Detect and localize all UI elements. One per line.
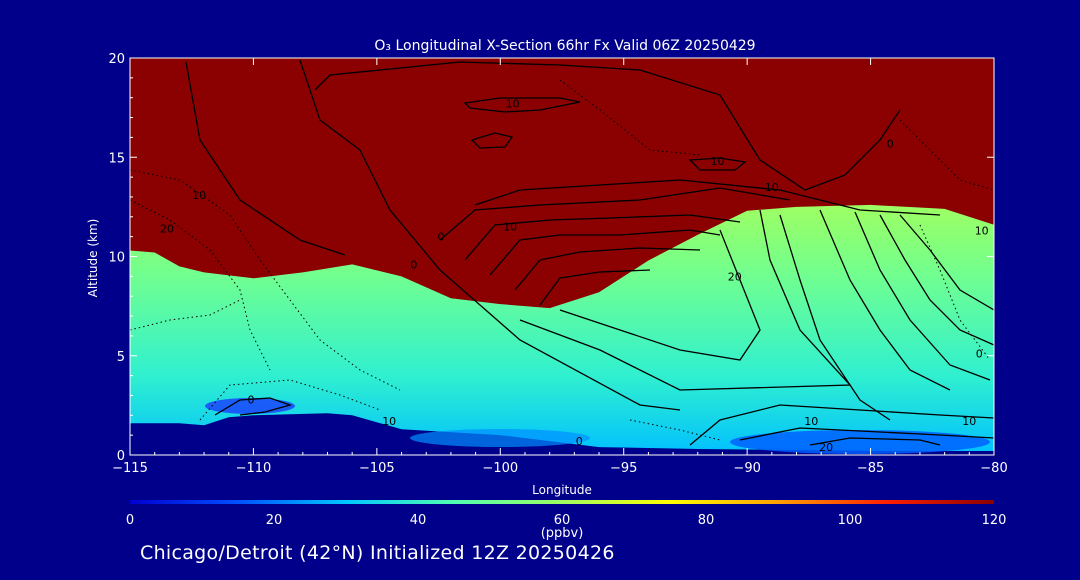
y-tick-label: 0 [117,449,125,464]
contour-line [185,61,346,256]
chart-title: O₃ Longitudinal X-Section 66hr Fx Valid … [374,38,755,54]
x-tick-label: −80 [980,461,1007,476]
contour-line [689,404,994,446]
contour-label: 0 [410,258,417,271]
contour-line [470,132,514,149]
contour-line [899,119,994,191]
x-axis: −115 −110 −105 −100 −95 −90 −85 −80 [112,58,1008,476]
y-tick-label: 5 [117,350,125,365]
stratospheric-ozone-region [130,58,994,309]
colorbar-label: (ppbv) [541,526,584,541]
colorbar-tick-label: 100 [838,513,863,528]
x-tick-label: −115 [112,461,148,476]
contour-line [299,59,681,411]
contour-line [464,214,741,261]
x-tick-label: −105 [359,461,395,476]
contour-line [739,427,994,441]
contour-line [559,79,701,156]
contour-lines [185,59,994,446]
contour-line [899,214,994,311]
contour-label: 20 [160,223,174,236]
contour-line [539,269,651,306]
low-ozone-pocket [730,430,990,454]
low-ozone-pocket [410,429,590,447]
x-tick-label: −90 [733,461,760,476]
contour-label: 10 [804,415,818,428]
contour-line [854,211,991,381]
contour-label: 10 [711,155,725,168]
x-axis-label: Longitude [532,483,592,497]
colorbar-tick-label: 0 [126,513,134,528]
contour-label: 0 [438,231,445,244]
contour-label: 10 [503,221,517,234]
y-tick-label: 10 [108,251,125,266]
y-tick-label: 15 [108,151,125,166]
y-tick-label: 20 [108,52,125,67]
colorbar-tick-label: 80 [698,513,715,528]
surface-layer [130,413,994,455]
contour-label: 10 [192,189,206,202]
contour-line [629,419,721,441]
contour-line [514,247,701,291]
contour-line [130,199,271,371]
contour-line [559,229,761,361]
contour-label: 10 [506,98,520,111]
y-axis: 0 5 10 15 20 [108,52,994,464]
contour-line [439,187,791,241]
contour-line [214,397,293,416]
contour-line [314,61,901,191]
contour-label: 0 [248,393,255,406]
colorbar-tick-label: 60 [554,513,571,528]
contour-line [489,229,721,276]
colorbar-tick-label: 40 [410,513,427,528]
contour-label: 0 [887,137,894,150]
x-tick-label: −110 [236,461,272,476]
contour-label: 10 [962,415,976,428]
footer-caption: Chicago/Detroit (42°N) Initialized 12Z 2… [140,542,615,564]
x-tick-label: −85 [857,461,884,476]
dotted-contours [130,79,994,441]
contour-line [463,97,581,113]
colorbar [130,500,994,504]
contour-label: 0 [976,348,983,361]
x-tick-label: −95 [610,461,637,476]
contour-line [809,437,941,446]
y-axis-label: Altitude (km) [86,219,100,298]
colorbar-tick-label: 20 [266,513,283,528]
contour-line [474,179,941,216]
contour-label: 10 [382,415,396,428]
contour-label: 0 [576,435,583,448]
contour-label: 10 [765,181,779,194]
contour-label: 20 [728,270,742,283]
x-tick-label: −100 [482,461,518,476]
contour-line [819,209,951,391]
contour-label: 10 [975,225,989,238]
contour-label: 20 [819,441,833,454]
colorbar-ticks: 0 20 40 60 80 100 120 [126,513,1007,528]
contour-line [779,214,891,421]
contour-line [688,157,747,171]
colorbar-tick-label: 120 [982,513,1007,528]
